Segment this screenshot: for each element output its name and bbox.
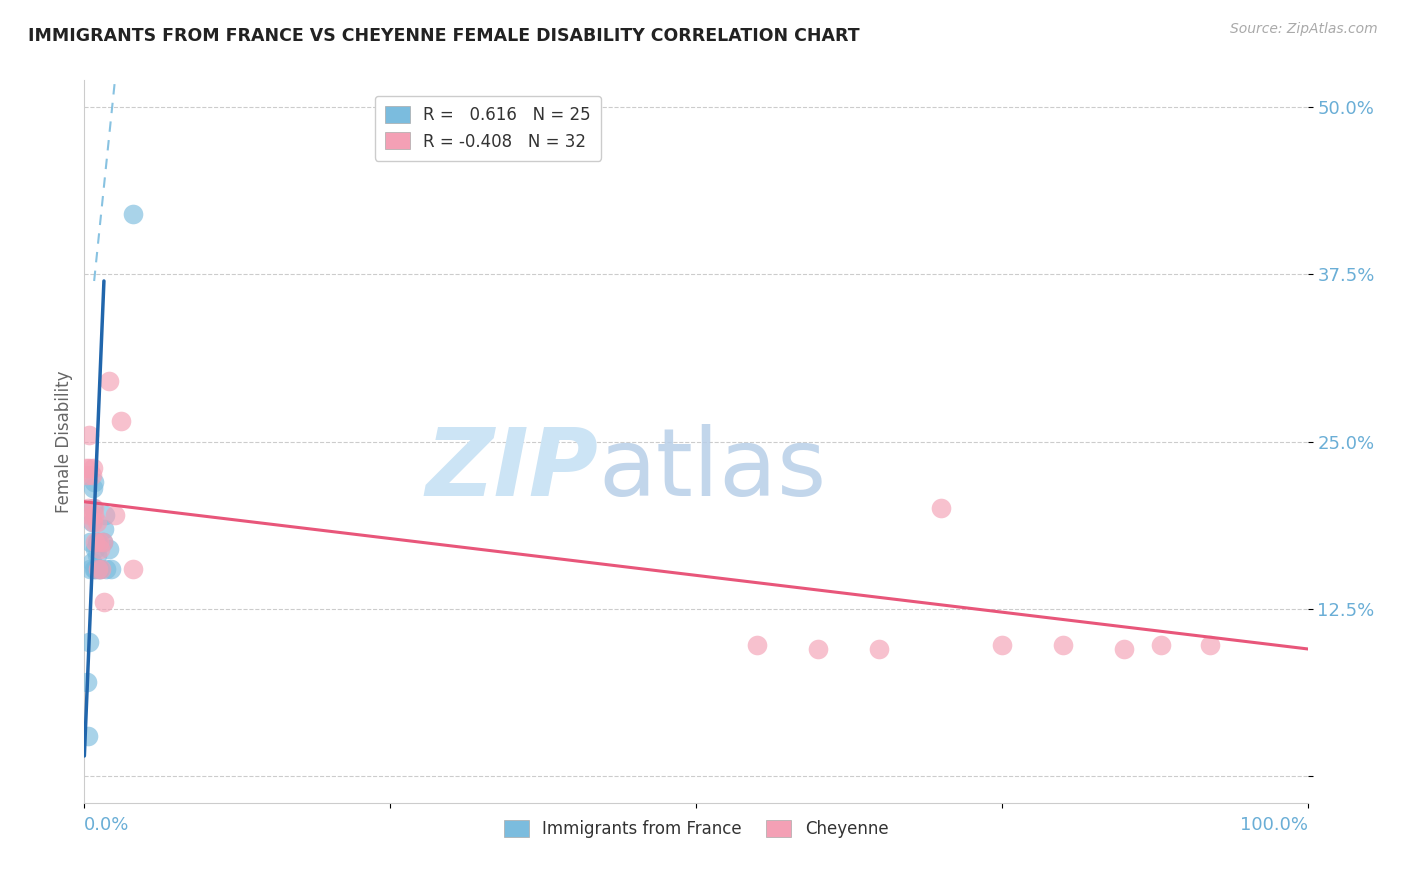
Point <box>84 535 107 549</box>
Point <box>80 515 103 529</box>
Point <box>83 562 105 576</box>
Point <box>91 535 114 549</box>
Point <box>96 562 118 576</box>
Point <box>1114 642 1136 657</box>
Text: atlas: atlas <box>598 425 827 516</box>
Point <box>77 635 100 649</box>
Point <box>86 535 108 549</box>
Point <box>94 508 117 523</box>
Point <box>93 595 115 609</box>
Point <box>79 508 101 523</box>
Point <box>991 638 1014 652</box>
Point <box>80 555 103 569</box>
Point <box>1150 638 1173 652</box>
Text: Source: ZipAtlas.com: Source: ZipAtlas.com <box>1230 22 1378 37</box>
Text: IMMIGRANTS FROM FRANCE VS CHEYENNE FEMALE DISABILITY CORRELATION CHART: IMMIGRANTS FROM FRANCE VS CHEYENNE FEMAL… <box>28 27 859 45</box>
Point <box>75 461 97 475</box>
Y-axis label: Female Disability: Female Disability <box>55 370 73 513</box>
Point <box>929 501 952 516</box>
Point <box>90 562 112 576</box>
Point <box>104 508 127 523</box>
Point <box>869 642 891 657</box>
Point <box>84 562 107 576</box>
Point <box>83 501 105 516</box>
Point <box>77 461 100 475</box>
Point <box>79 535 101 549</box>
Point <box>77 729 100 743</box>
Point <box>76 467 98 482</box>
Point <box>82 461 104 475</box>
Point <box>83 508 105 523</box>
Text: ZIP: ZIP <box>425 425 598 516</box>
Point <box>87 562 110 576</box>
Point <box>86 515 108 529</box>
Point <box>83 475 105 489</box>
Point <box>89 541 111 556</box>
Point <box>80 467 103 482</box>
Point <box>1052 638 1074 652</box>
Point <box>747 638 769 652</box>
Point <box>87 535 110 549</box>
Point <box>110 414 132 429</box>
Point <box>82 501 104 516</box>
Point <box>77 501 100 516</box>
Point <box>91 535 114 549</box>
Point <box>87 535 110 549</box>
Point <box>84 541 107 556</box>
Point <box>82 515 104 529</box>
Point <box>97 541 120 556</box>
Point <box>76 675 98 690</box>
Point <box>807 642 830 657</box>
Point <box>122 562 145 576</box>
Point <box>77 428 100 442</box>
Point <box>1198 638 1220 652</box>
Text: 0.0%: 0.0% <box>84 816 129 834</box>
Point <box>82 482 104 496</box>
Point <box>79 562 101 576</box>
Point <box>97 375 120 389</box>
Legend: Immigrants from France, Cheyenne: Immigrants from France, Cheyenne <box>496 814 896 845</box>
Point <box>86 548 108 563</box>
Point <box>100 562 122 576</box>
Point <box>87 562 110 576</box>
Point <box>122 207 145 221</box>
Point <box>89 562 111 576</box>
Text: 100.0%: 100.0% <box>1240 816 1308 834</box>
Point <box>93 521 115 535</box>
